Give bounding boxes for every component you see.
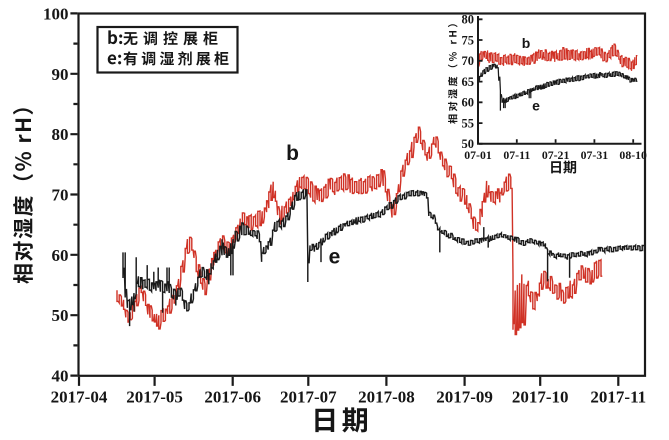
svg-text:e: e [329, 246, 341, 269]
svg-text:80: 80 [462, 13, 475, 27]
svg-text:2017-10: 2017-10 [512, 388, 569, 407]
svg-text:70: 70 [462, 54, 475, 68]
svg-text:50: 50 [52, 306, 69, 325]
svg-text:90: 90 [52, 65, 69, 84]
svg-text:60: 60 [52, 246, 69, 265]
svg-text:07-31: 07-31 [581, 148, 609, 162]
svg-text:70: 70 [52, 186, 69, 205]
svg-text:100: 100 [43, 4, 69, 23]
svg-text:b: b [522, 35, 531, 51]
svg-text:e: e [532, 98, 540, 114]
svg-text:2017-05: 2017-05 [126, 388, 183, 407]
svg-text:50: 50 [462, 137, 475, 151]
svg-text:75: 75 [462, 33, 475, 47]
svg-text:65: 65 [462, 75, 475, 89]
svg-text:08-10: 08-10 [619, 148, 647, 162]
svg-text:2017-06: 2017-06 [204, 388, 261, 407]
svg-text:07-01: 07-01 [464, 148, 492, 162]
svg-text:55: 55 [462, 117, 475, 131]
svg-text:07-21: 07-21 [542, 148, 570, 162]
svg-text:b: b [286, 142, 299, 165]
svg-text:07-11: 07-11 [503, 148, 530, 162]
svg-text:40: 40 [52, 367, 69, 386]
svg-text:2017-09: 2017-09 [436, 388, 493, 407]
svg-text:80: 80 [52, 125, 69, 144]
svg-text:60: 60 [462, 96, 475, 110]
svg-text:2017-07: 2017-07 [280, 388, 337, 407]
svg-text:2017-08: 2017-08 [358, 388, 415, 407]
svg-text:2017-04: 2017-04 [51, 388, 108, 407]
svg-text:2017-11: 2017-11 [590, 388, 646, 407]
